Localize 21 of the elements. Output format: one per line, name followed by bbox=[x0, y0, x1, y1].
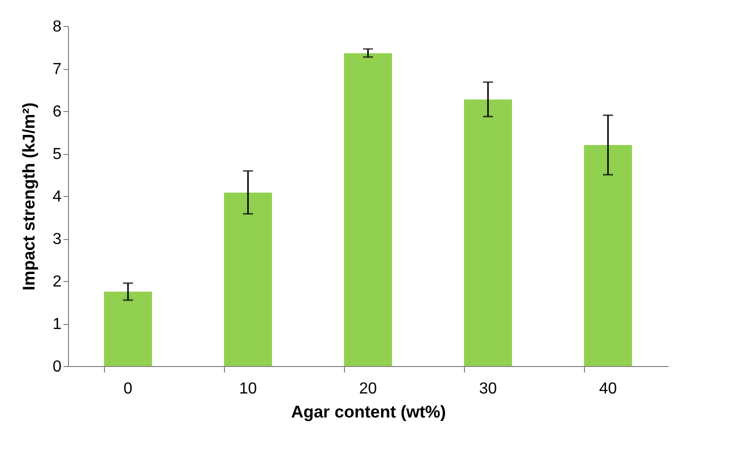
y-tick-label: 5 bbox=[52, 146, 62, 163]
y-tick-label: 6 bbox=[52, 104, 62, 120]
bar bbox=[344, 53, 392, 366]
y-tick-label: 1 bbox=[52, 316, 62, 333]
y-tick-label: 0 bbox=[52, 358, 62, 376]
y-tick-label: 8 bbox=[52, 18, 62, 36]
y-tick-label: 7 bbox=[52, 61, 62, 78]
x-tick-label: 40 bbox=[599, 380, 617, 398]
bar bbox=[584, 145, 632, 366]
bar bbox=[464, 100, 512, 366]
y-axis-title: Impact strength (kJ/m²) bbox=[20, 102, 39, 290]
y-tick-label: 3 bbox=[52, 231, 62, 248]
x-tick-label: 10 bbox=[239, 380, 257, 398]
x-axis-title: Agar content (wt%) bbox=[291, 402, 446, 422]
y-tick-label: 2 bbox=[52, 274, 62, 290]
x-tick-label: 30 bbox=[479, 380, 497, 398]
y-tick-label: 4 bbox=[52, 188, 62, 206]
x-tick-label: 0 bbox=[124, 380, 133, 398]
bar bbox=[104, 292, 152, 366]
bar bbox=[224, 192, 272, 366]
x-tick-label: 20 bbox=[359, 380, 377, 398]
